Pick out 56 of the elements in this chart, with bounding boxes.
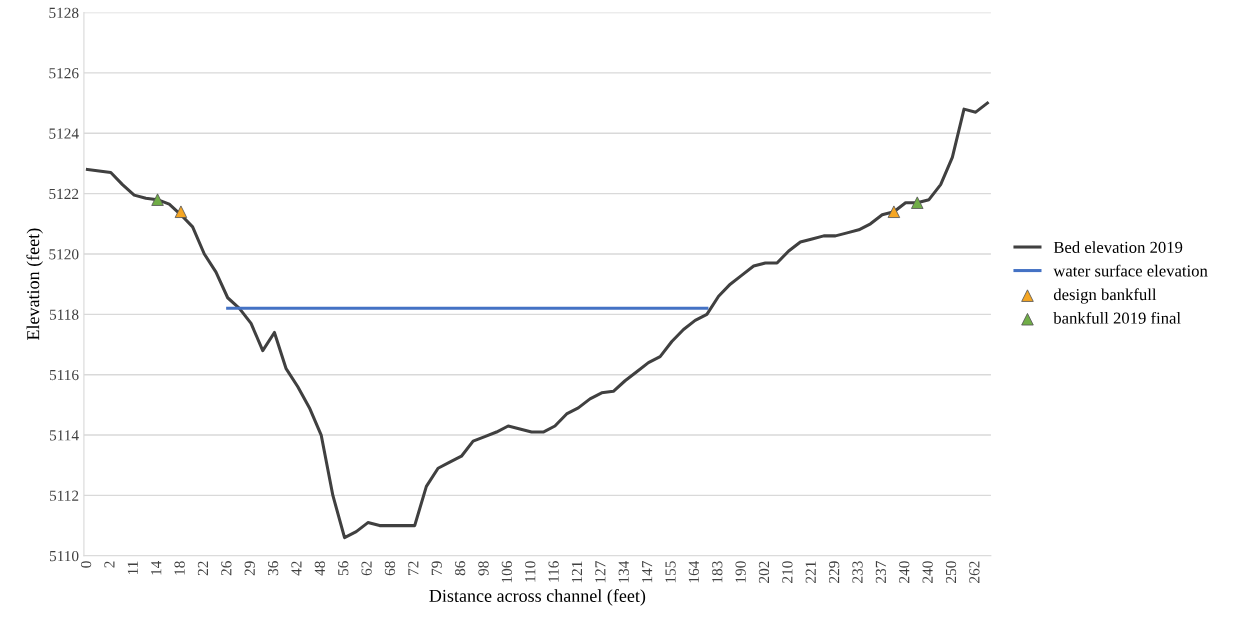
x-tick-label: 98 [478,561,489,576]
legend-label: water surface elevation [1053,264,1208,277]
x-tick-label: 240 [899,561,910,583]
x-tick-label: 79 [431,561,442,575]
x-tick-label: 121 [571,561,582,583]
y-tick-label: 5128 [49,7,79,19]
x-tick-label: 86 [454,561,466,576]
x-tick-label: 134 [618,560,629,583]
x-tick-label: 155 [665,561,676,583]
y-tick-label: 5110 [49,550,79,562]
x-tick-label: 68 [384,561,396,576]
legend-label: bankfull 2019 final [1053,311,1181,324]
x-tick-label: 29 [244,561,255,576]
x-tick-label: 221 [805,561,816,583]
x-tick-label: 48 [314,561,325,576]
legend-label: Bed elevation 2019 [1053,241,1183,254]
x-tick-label: 147 [642,561,653,583]
x-tick-label: 116 [548,561,559,582]
x-tick-label: 110 [525,561,536,582]
y-tick-label: 5114 [49,430,79,441]
x-tick-label: 26 [221,561,232,576]
line-series [85,101,989,540]
x-tick-label: 262 [969,561,980,583]
x-tick-label: 240 [922,561,933,583]
y-axis-title: Elevation (feet) [26,228,43,341]
y-tick-label: 5122 [49,188,79,200]
x-tick-label: 233 [852,561,863,583]
y-tick-label: 5118 [49,309,79,320]
x-tick-label: 127 [595,561,606,583]
x-tick-label: 202 [758,561,770,583]
x-tick-label: 0 [80,561,92,568]
x-tick-label: 22 [197,561,208,576]
x-tick-label: 164 [688,560,700,583]
y-tick-label: 5112 [49,490,79,501]
x-tick-label: 36 [267,561,279,576]
x-tick-label: 250 [945,561,957,583]
x-tick-label: 106 [501,561,513,583]
x-tick-label: 237 [875,561,887,583]
x-tick-label: 229 [829,561,840,583]
y-tick-label: 5120 [49,249,79,260]
x-tick-label: 183 [712,561,723,583]
x-tick-label: 2 [104,561,115,568]
legend-label: design bankfull [1053,288,1157,304]
y-tick-label: 5126 [49,68,79,79]
x-axis-title: Distance across channel (feet) [429,589,646,606]
y-tick-label: 5116 [49,369,79,381]
y-tick-label: 5124 [49,128,79,139]
x-tick-label: 11 [127,561,138,574]
x-tick-label: 42 [291,561,302,576]
x-tick-label: 18 [174,561,185,575]
x-tick-label: 210 [782,561,793,583]
x-tick-label: 72 [408,561,419,575]
x-tick-label: 56 [338,561,349,576]
x-tick-label: 190 [735,561,746,583]
x-tick-label: 62 [361,561,372,576]
x-tick-label: 14 [151,560,162,575]
